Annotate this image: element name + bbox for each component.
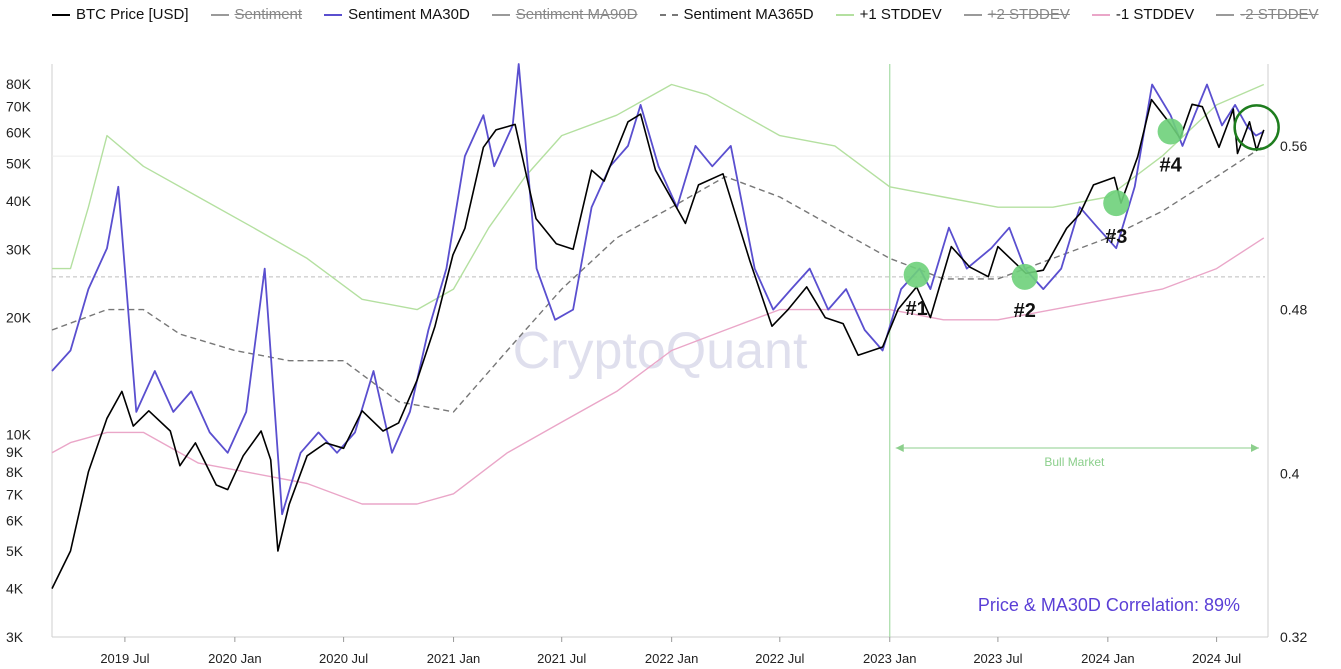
- marker-dot: [903, 261, 930, 288]
- left-tick-label: 40K: [6, 193, 32, 209]
- legend-label: Sentiment MA365D: [683, 6, 814, 23]
- left-tick-label: 9K: [6, 444, 24, 460]
- dashed-line-icon: [659, 14, 678, 16]
- left-tick-label: 10K: [6, 426, 32, 442]
- legend-label: -1 STDDEV: [1115, 6, 1195, 23]
- x-tick-label: 2022 Jan: [645, 651, 699, 666]
- marker-dot: [1103, 190, 1130, 217]
- left-tick-label: 50K: [6, 155, 32, 171]
- left-tick-label: 4K: [6, 581, 24, 597]
- arrow-right-icon: [1251, 444, 1259, 452]
- solid-line-icon: [1216, 14, 1235, 16]
- series-line-1-stddev: [51, 237, 1265, 505]
- x-tick-label: 2021 Jan: [427, 651, 481, 666]
- legend-label: +2 STDDEV: [987, 6, 1070, 23]
- legend-item[interactable]: +1 STDDEV: [835, 4, 942, 26]
- legend-label: +1 STDDEV: [859, 6, 942, 23]
- x-tick-label: 2023 Jan: [863, 651, 917, 666]
- legend-item[interactable]: Sentiment: [210, 4, 303, 26]
- marker-dot: [1011, 263, 1038, 290]
- x-tick-label: 2023 Jul: [973, 651, 1022, 666]
- x-tick-label: 2024 Jul: [1192, 651, 1241, 666]
- legend-item[interactable]: Sentiment MA90D: [491, 4, 638, 26]
- legend-item[interactable]: +2 STDDEV: [963, 4, 1070, 26]
- solid-line-icon: [963, 14, 982, 16]
- right-tick-label: 0.32: [1280, 629, 1307, 645]
- legend-label: -2 STDDEV: [1240, 6, 1319, 23]
- left-tick-label: 7K: [6, 486, 24, 502]
- arrow-left-icon: [895, 444, 904, 452]
- watermark-text: CryptoQuant: [513, 322, 808, 380]
- x-tick-label: 2021 Jul: [537, 651, 586, 666]
- marker-label: #3: [1105, 226, 1127, 248]
- legend-label: Sentiment MA90D: [515, 6, 638, 23]
- marker-label: #1: [906, 298, 928, 320]
- legend-item[interactable]: Sentiment MA30D: [324, 4, 470, 26]
- series-line-sentiment-ma365d: [51, 145, 1265, 413]
- marker-label: #4: [1159, 155, 1182, 177]
- left-tick-label: 20K: [6, 310, 32, 326]
- x-tick-label: 2022 Jul: [755, 651, 804, 666]
- left-tick-label: 30K: [6, 241, 32, 257]
- marker-label: #2: [1014, 300, 1036, 322]
- left-tick-label: 6K: [6, 512, 24, 528]
- legend-label: BTC Price [USD]: [76, 6, 189, 23]
- legend-item[interactable]: BTC Price [USD]: [52, 4, 189, 26]
- x-tick-label: 2020 Jan: [208, 651, 262, 666]
- solid-line-icon: [52, 14, 70, 16]
- marker-dot: [1157, 118, 1184, 145]
- legend-item[interactable]: -1 STDDEV: [1091, 4, 1195, 26]
- left-tick-label: 8K: [6, 464, 24, 480]
- correlation-text: Price & MA30D Correlation: 89%: [978, 595, 1240, 615]
- series-line-sentiment-ma30d: [51, 63, 1265, 516]
- solid-line-icon: [210, 14, 229, 16]
- bull-market-label: Bull Market: [1044, 455, 1105, 469]
- right-tick-label: 0.56: [1280, 138, 1307, 154]
- series-line-1-stddev: [52, 83, 1265, 311]
- right-tick-label: 0.4: [1280, 465, 1300, 481]
- x-tick-label: 2019 Jul: [100, 651, 149, 666]
- chart-legend: BTC Price [USD] Sentiment Sentiment MA30D S…: [52, 4, 1322, 26]
- legend-item[interactable]: Sentiment MA365D: [659, 4, 814, 26]
- highlight-circle: [1233, 104, 1280, 151]
- solid-line-icon: [835, 14, 854, 16]
- legend-item[interactable]: -2 STDDEV: [1216, 4, 1319, 26]
- solid-line-icon: [1091, 14, 1110, 16]
- left-tick-label: 80K: [6, 76, 32, 92]
- x-tick-label: 2020 Jul: [319, 651, 368, 666]
- left-tick-label: 5K: [6, 543, 24, 559]
- x-tick-label: 2024 Jan: [1081, 651, 1135, 666]
- legend-label: Sentiment MA30D: [348, 6, 470, 23]
- left-tick-label: 3K: [6, 629, 24, 645]
- solid-line-icon: [491, 14, 510, 16]
- left-tick-label: 60K: [6, 125, 32, 141]
- legend-label: Sentiment: [234, 6, 303, 23]
- left-tick-label: 70K: [6, 99, 32, 115]
- solid-line-icon: [324, 14, 343, 16]
- right-tick-label: 0.48: [1280, 302, 1307, 318]
